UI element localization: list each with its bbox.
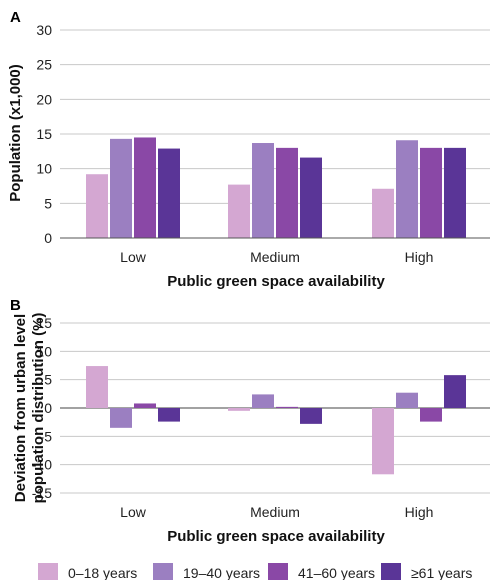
- y-tick-label: 0: [44, 230, 52, 246]
- bar-medium-series-3: [300, 157, 322, 238]
- bar-low-series-0: [86, 366, 108, 408]
- bar-low-series-1: [110, 138, 132, 238]
- panel-b-x-tick-high: High: [405, 504, 434, 520]
- bar-high-series-0: [372, 188, 394, 238]
- panel-b-y-tick-labels: 15 10 5 0 -5 -10 -15: [32, 315, 52, 501]
- legend-label-0-18: 0–18 years: [68, 565, 137, 580]
- legend: 0–18 years 19–40 years 41–60 years ≥61 y…: [38, 563, 472, 580]
- bar-medium-series-2: [276, 406, 298, 408]
- bar-low-series-3: [158, 408, 180, 422]
- bar-high-series-1: [396, 392, 418, 408]
- panel-b-x-axis-label: Public green space availability: [167, 528, 385, 545]
- legend-label-19-40: 19–40 years: [183, 565, 260, 580]
- panel-a: A 0 5 10 15 20 25 30 Low Medium High Public gr…: [7, 9, 490, 290]
- y-tick-label: 20: [36, 91, 52, 107]
- panel-a-x-tick-low: Low: [120, 249, 147, 265]
- y-tick-label: 15: [36, 126, 52, 142]
- y-tick-label: -10: [32, 457, 52, 473]
- panel-b-x-tick-medium: Medium: [250, 504, 300, 520]
- y-tick-label: 5: [44, 195, 52, 211]
- bar-high-series-3: [444, 375, 466, 408]
- bar-high-series-2: [420, 147, 442, 238]
- bar-medium-series-1: [252, 143, 274, 238]
- legend-swatch-61-plus: [381, 563, 401, 580]
- legend-label-61-plus: ≥61 years: [411, 565, 472, 580]
- panel-a-bars: [86, 137, 466, 238]
- y-tick-label: 10: [36, 161, 52, 177]
- y-tick-label: 5: [44, 372, 52, 388]
- bar-low-series-0: [86, 174, 108, 238]
- y-tick-label: 10: [36, 343, 52, 359]
- y-tick-label: 25: [36, 57, 52, 73]
- panel-a-y-axis-label: Population (x1,000): [7, 64, 24, 202]
- legend-swatch-19-40: [153, 563, 173, 580]
- y-tick-label: 0: [44, 400, 52, 416]
- bar-high-series-0: [372, 408, 394, 475]
- bar-high-series-1: [396, 140, 418, 238]
- bar-medium-series-0: [228, 408, 250, 411]
- panel-b-y-axis-label-line2: population distribution (%): [30, 313, 47, 504]
- y-tick-label: 15: [36, 315, 52, 331]
- y-tick-label: -15: [32, 485, 52, 501]
- legend-swatch-0-18: [38, 563, 58, 580]
- panel-a-y-tick-labels: 0 5 10 15 20 25 30: [36, 22, 52, 246]
- panel-a-label: A: [10, 9, 21, 26]
- bar-medium-series-2: [276, 147, 298, 238]
- panel-a-x-tick-medium: Medium: [250, 249, 300, 265]
- bar-low-series-3: [158, 148, 180, 238]
- panel-a-x-tick-high: High: [405, 249, 434, 265]
- bar-medium-series-3: [300, 408, 322, 424]
- bar-low-series-1: [110, 408, 132, 428]
- legend-label-41-60: 41–60 years: [298, 565, 375, 580]
- panel-b-x-tick-low: Low: [120, 504, 147, 520]
- panel-b: B 15 10 5 0 -5 -10 -15 Low Medium High Public …: [10, 297, 490, 545]
- panel-a-x-axis-label: Public green space availability: [167, 273, 385, 290]
- bar-high-series-3: [444, 147, 466, 238]
- bar-low-series-2: [134, 403, 156, 408]
- legend-swatch-41-60: [268, 563, 288, 580]
- bar-medium-series-0: [228, 184, 250, 238]
- panel-b-y-axis-label-line1: Deviation from urban level: [12, 314, 29, 502]
- panel-b-bars: [86, 366, 466, 475]
- panel-b-label: B: [10, 297, 21, 314]
- bar-high-series-2: [420, 408, 442, 422]
- bar-medium-series-1: [252, 394, 274, 408]
- y-tick-label: 30: [36, 22, 52, 38]
- y-tick-label: -5: [40, 428, 53, 444]
- bar-low-series-2: [134, 137, 156, 238]
